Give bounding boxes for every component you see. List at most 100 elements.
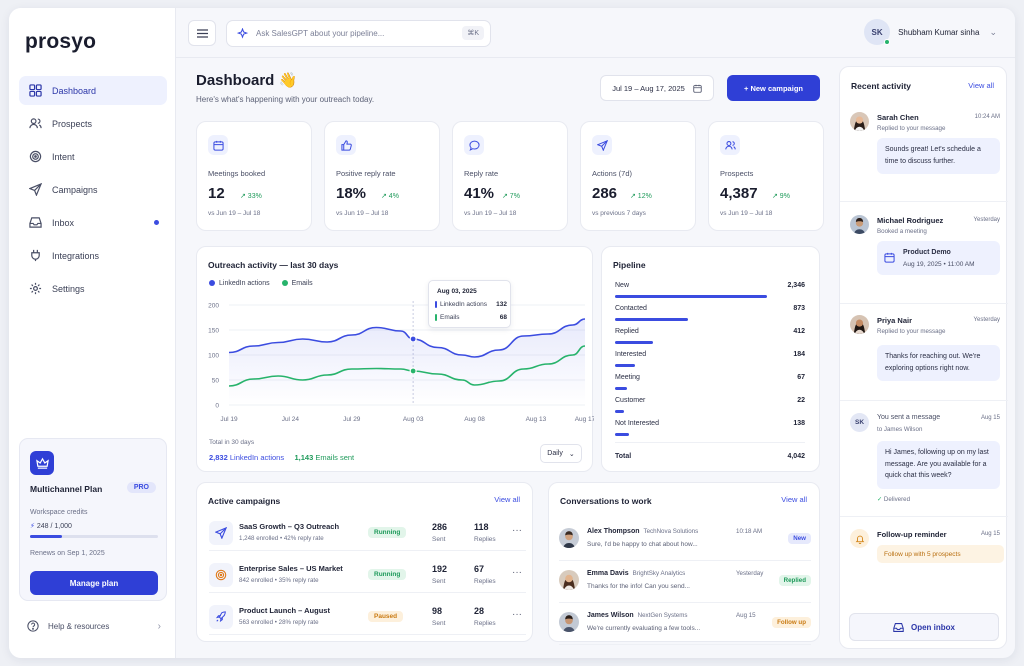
pipeline-row[interactable]: Interested 184 (615, 351, 805, 369)
pipeline-row[interactable]: Replied 412 (615, 328, 805, 346)
unread-dot (154, 220, 159, 225)
sidebar: prosyo Dashboard Prospects Intent Campai… (9, 8, 176, 658)
divider (840, 516, 1008, 517)
search-placeholder: Ask SalesGPT about your pipeline... (256, 29, 385, 38)
total-linkedin-value: 2,832 (209, 453, 228, 462)
inbox-icon (893, 622, 904, 632)
contact-name: James Wilson (587, 612, 634, 619)
campaign-replies-label: Replies (474, 578, 496, 585)
pipeline-bar (615, 410, 624, 413)
conversation-row[interactable]: Emma Davis BrightSky Analytics Thanks for… (559, 563, 811, 603)
activity-item[interactable]: Follow-up reminder Aug 15 Follow up with… (850, 529, 1004, 569)
open-inbox-button[interactable]: Open inbox (849, 613, 999, 641)
campaign-sent-value: 286 (432, 522, 448, 532)
campaign-sent-label: Sent (432, 620, 446, 627)
metric-card-meetings-booked[interactable]: Meetings booked 12 ↗ 33% vs Jun 19 – Jul… (196, 121, 312, 231)
metric-card-actions-7d[interactable]: Actions (7d) 286 ↗ 12% vs previous 7 day… (580, 121, 696, 231)
pipeline-count: 138 (793, 420, 805, 427)
help-resources-link[interactable]: Help & resources › (27, 620, 161, 632)
sidebar-item-label: Campaigns (52, 184, 98, 195)
contact-name: Alex Thompson (587, 528, 640, 535)
legend-linkedin-label: LinkedIn actions (219, 280, 270, 287)
activity-sub: Replied to your message (877, 328, 946, 335)
legend-linkedin: LinkedIn actions (209, 280, 270, 287)
metric-comparison: vs Jun 19 – Jul 18 (720, 210, 773, 217)
conversation-row[interactable]: James Wilson NextGen Systems We're curren… (559, 605, 811, 645)
activity-sub: Booked a meeting (877, 228, 927, 235)
pipeline-row[interactable]: Not Interested 138 (615, 420, 805, 438)
tooltip-date: Aug 03, 2025 (437, 288, 477, 295)
campaign-row[interactable]: Enterprise Sales – US Market 842 enrolle… (209, 557, 526, 593)
sidebar-item-campaigns[interactable]: Campaigns (19, 175, 167, 204)
avatar (559, 612, 579, 632)
pipeline-count: 184 (793, 351, 805, 358)
sidebar-item-dashboard[interactable]: Dashboard (19, 76, 167, 105)
crown-icon (30, 451, 54, 475)
sidebar-item-integrations[interactable]: Integrations (19, 241, 167, 270)
search-input[interactable]: Ask SalesGPT about your pipeline... ⌘K (226, 20, 491, 47)
metric-card-prospects[interactable]: Prospects 4,387 ↗ 9% vs Jun 19 – Jul 18 (708, 121, 824, 231)
pipeline-title: Pipeline (613, 260, 646, 270)
new-campaign-button[interactable]: + New campaign (727, 75, 820, 101)
activity-item[interactable]: Michael Rodriguez Yesterday Booked a mee… (850, 215, 1000, 295)
meeting-card[interactable]: Product Demo Aug 19, 2025 • 11:00 AM (877, 241, 1000, 275)
campaign-icon (209, 605, 233, 629)
campaign-row[interactable]: Product Launch – August 563 enrolled • 2… (209, 599, 526, 635)
conversation-row[interactable]: Alex Thompson TechNova Solutions Sure, I'… (559, 521, 811, 561)
calendar-icon (693, 84, 702, 93)
activity-time: Aug 15 (980, 531, 1000, 537)
metric-change: ↗ 4% (381, 193, 399, 200)
date-range-picker[interactable]: Jul 19 – Aug 17, 2025 (600, 75, 714, 101)
outreach-chart[interactable]: 0 50 100 150 200 Jul 19 Jul 24 Jul 29 Aug 03 Aug … (197, 295, 594, 430)
activity-item[interactable]: SK You sent a message Aug 15 to James Wi… (850, 413, 1000, 509)
pipeline-count: 2,346 (787, 282, 805, 289)
pipeline-row[interactable]: Customer 22 (615, 397, 805, 415)
sidebar-item-intent[interactable]: Intent (19, 142, 167, 171)
sidebar-item-prospects[interactable]: Prospects (19, 109, 167, 138)
activity-view-all-link[interactable]: View all (968, 81, 994, 90)
pipeline-stage: New (615, 282, 630, 289)
pipeline-row[interactable]: Meeting 67 (615, 374, 805, 392)
avatar (850, 215, 869, 234)
more-options-icon[interactable]: ··· (512, 567, 522, 578)
user-menu[interactable]: SK Shubham Kumar sinha ⌄ (864, 19, 997, 45)
conversation-contact: James Wilson NextGen Systems (587, 612, 688, 619)
sidebar-item-settings[interactable]: Settings (19, 274, 167, 303)
status-badge: Running (368, 569, 407, 580)
credits-label: Workspace credits (30, 509, 88, 516)
metric-label: Reply rate (464, 169, 499, 178)
menu-button[interactable] (188, 20, 216, 46)
interval-select[interactable]: Daily ⌄ (540, 444, 582, 463)
metric-card-positive-reply-rate[interactable]: Positive reply rate 18% ↗ 4% vs Jun 19 –… (324, 121, 440, 231)
pipeline-row[interactable]: Contacted 873 (615, 305, 805, 323)
conversations-card: Conversations to work View all Alex Thom… (548, 482, 820, 645)
sidebar-item-inbox[interactable]: Inbox (19, 208, 167, 237)
more-options-icon[interactable]: ··· (512, 609, 522, 620)
metric-card-reply-rate[interactable]: Reply rate 41% ↗ 7% vs Jun 19 – Jul 18 (452, 121, 568, 231)
campaigns-view-all-link[interactable]: View all (494, 495, 520, 504)
message-bubble: Hi James, following up on my last messag… (877, 441, 1000, 489)
more-options-icon[interactable]: ··· (512, 525, 522, 536)
campaign-name: SaaS Growth – Q3 Outreach (239, 522, 340, 531)
manage-plan-button[interactable]: Manage plan (30, 571, 158, 595)
metric-comparison: vs Jun 19 – Jul 18 (336, 210, 389, 217)
message-bubble: Thanks for reaching out. We're exploring… (877, 345, 1000, 381)
campaign-stats: 842 enrolled • 35% reply rate (239, 577, 319, 584)
campaign-replies-label: Replies (474, 620, 496, 627)
conversations-view-all-link[interactable]: View all (781, 495, 807, 504)
activity-title: Recent activity (851, 81, 911, 91)
activity-item[interactable]: Priya Nair Yesterday Replied to your mes… (850, 315, 1000, 395)
status-badge: New (788, 533, 811, 544)
pipeline-row[interactable]: New 2,346 (615, 282, 805, 300)
metric-change: ↗ 7% (502, 193, 520, 200)
campaign-row[interactable]: SaaS Growth – Q3 Outreach 1,248 enrolled… (209, 515, 526, 551)
metric-change: ↗ 33% (240, 193, 262, 200)
credits-count: 248 / 1,000 (36, 523, 72, 530)
logo: prosyo (25, 30, 97, 53)
avatar: SK (864, 19, 891, 45)
activity-item[interactable]: Sarah Chen 10:24 AM Replied to your mess… (850, 112, 1000, 192)
activity-name: Michael Rodriguez (877, 216, 944, 225)
totals: 2,832 LinkedIn actions 1,143 Emails sent (209, 453, 354, 462)
activity-sub: Replied to your message (877, 125, 946, 132)
check-icon: ✓ (877, 496, 883, 503)
